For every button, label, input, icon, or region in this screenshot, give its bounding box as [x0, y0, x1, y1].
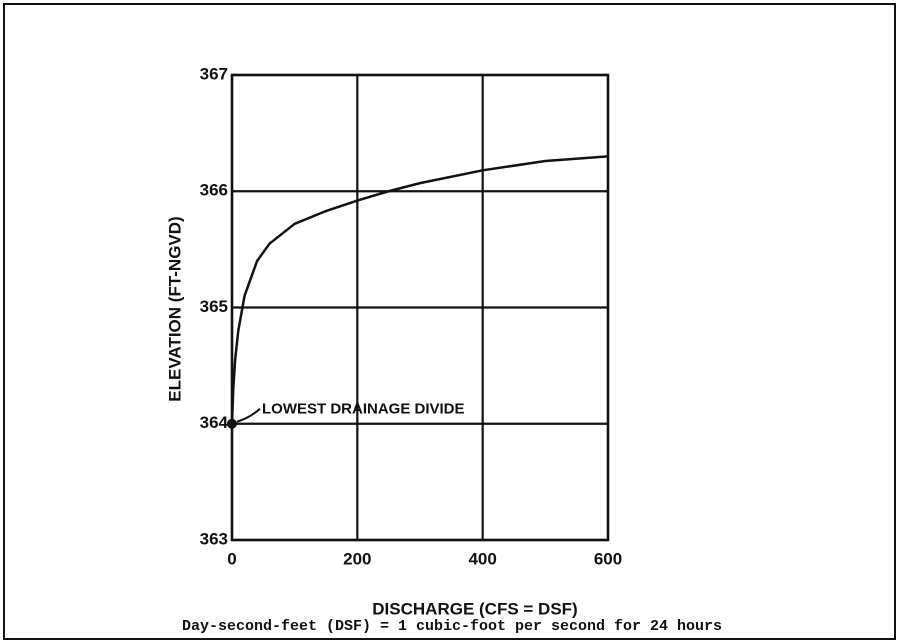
- x-axis-label: DISCHARGE (CFS = DSF): [372, 599, 577, 618]
- annotation: LOWEST DRAINAGE DIVIDE: [262, 401, 465, 418]
- y-tick-label: 366: [200, 181, 228, 200]
- x-tick-label: 600: [594, 549, 622, 568]
- y-tick-label: 364: [200, 413, 229, 432]
- annotation-leader: [236, 408, 261, 423]
- y-tick-label: 363: [200, 529, 228, 548]
- y-axis-label: ELEVATION (FT-NGVD): [165, 216, 184, 401]
- x-tick-label: 400: [468, 549, 496, 568]
- footnote: Day-second-feet (DSF) = 1 cubic-foot per…: [182, 618, 722, 635]
- y-tick-label: 367: [200, 64, 228, 83]
- outer-border: [3, 3, 896, 640]
- x-tick-label: 0: [227, 549, 236, 568]
- divide-point: [227, 418, 237, 429]
- x-tick-label: 200: [343, 549, 371, 568]
- y-tick-label: 365: [200, 297, 228, 316]
- curve: [230, 155, 609, 424]
